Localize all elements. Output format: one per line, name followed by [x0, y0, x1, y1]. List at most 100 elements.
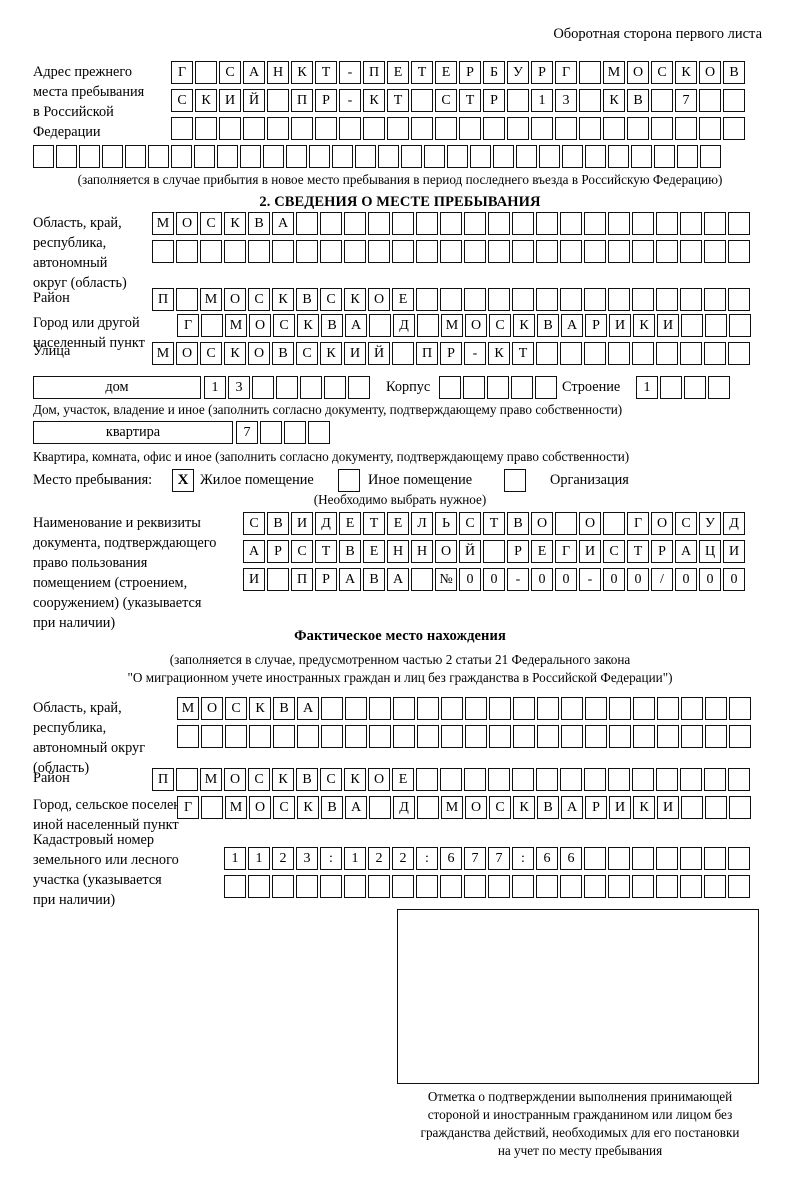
char-cell[interactable]: Н [387, 540, 409, 563]
char-cell[interactable] [680, 240, 702, 263]
char-cell[interactable] [561, 697, 583, 720]
char-cell[interactable]: В [296, 768, 318, 791]
char-cell[interactable] [632, 288, 654, 311]
char-cell[interactable] [632, 768, 654, 791]
char-cell[interactable]: О [368, 288, 390, 311]
char-cell[interactable] [608, 847, 630, 870]
char-cell[interactable] [728, 847, 750, 870]
char-cell[interactable]: С [320, 288, 342, 311]
char-cell[interactable]: 3 [555, 89, 577, 112]
char-cell[interactable]: О [176, 342, 198, 365]
char-cell[interactable]: С [651, 61, 673, 84]
char-cell[interactable]: С [291, 540, 313, 563]
char-cell[interactable]: Р [267, 540, 289, 563]
char-cell[interactable]: 6 [536, 847, 558, 870]
char-cell[interactable] [656, 768, 678, 791]
char-cell[interactable] [267, 568, 289, 591]
char-cell[interactable]: П [291, 89, 313, 112]
char-cell[interactable]: Р [651, 540, 673, 563]
char-cell[interactable]: Л [411, 512, 433, 535]
char-cell[interactable]: 0 [531, 568, 553, 591]
char-cell[interactable] [627, 117, 649, 140]
char-cell[interactable]: М [177, 697, 199, 720]
char-cell[interactable] [176, 240, 198, 263]
char-cell[interactable] [729, 697, 751, 720]
char-cell[interactable]: Р [440, 342, 462, 365]
char-cell[interactable]: К [488, 342, 510, 365]
char-cell[interactable] [417, 314, 439, 337]
char-cell[interactable] [633, 725, 655, 748]
char-cell[interactable] [416, 875, 438, 898]
char-cell[interactable] [176, 768, 198, 791]
char-cell[interactable] [321, 725, 343, 748]
char-cell[interactable]: Е [387, 61, 409, 84]
char-cell[interactable] [560, 875, 582, 898]
char-cell[interactable]: С [459, 512, 481, 535]
char-cell[interactable]: И [657, 796, 679, 819]
char-cell[interactable] [512, 768, 534, 791]
char-cell[interactable]: Й [243, 89, 265, 112]
char-cell[interactable] [660, 376, 682, 399]
char-cell[interactable] [680, 875, 702, 898]
char-cell[interactable]: Г [555, 61, 577, 84]
char-cell[interactable] [249, 725, 271, 748]
char-cell[interactable]: 1 [204, 376, 226, 399]
char-cell[interactable] [79, 145, 100, 168]
char-cell[interactable]: Т [363, 512, 385, 535]
char-cell[interactable]: В [537, 796, 559, 819]
char-cell[interactable] [440, 768, 462, 791]
char-cell[interactable]: К [297, 796, 319, 819]
char-cell[interactable] [632, 212, 654, 235]
char-cell[interactable]: Б [483, 61, 505, 84]
char-cell[interactable]: С [489, 314, 511, 337]
char-cell[interactable] [441, 725, 463, 748]
char-cell[interactable] [562, 145, 583, 168]
char-cell[interactable] [267, 117, 289, 140]
char-cell[interactable] [489, 725, 511, 748]
char-cell[interactable]: Е [339, 512, 361, 535]
char-cell[interactable]: К [297, 314, 319, 337]
char-cell[interactable] [252, 376, 274, 399]
char-cell[interactable] [608, 240, 630, 263]
char-cell[interactable]: О [224, 768, 246, 791]
char-cell[interactable] [345, 725, 367, 748]
char-cell[interactable]: А [345, 796, 367, 819]
char-cell[interactable] [171, 145, 192, 168]
char-cell[interactable]: С [200, 212, 222, 235]
char-cell[interactable] [416, 768, 438, 791]
char-cell[interactable] [531, 117, 553, 140]
char-cell[interactable]: Р [483, 89, 505, 112]
char-cell[interactable]: Р [459, 61, 481, 84]
stay-type-option-residential[interactable]: Жилое помещение [200, 472, 314, 488]
char-cell[interactable] [704, 847, 726, 870]
char-cell[interactable] [699, 117, 721, 140]
stay-type-option-organization[interactable]: Организация [550, 472, 629, 488]
char-cell[interactable] [539, 145, 560, 168]
char-cell[interactable]: О [368, 768, 390, 791]
char-cell[interactable]: Р [315, 89, 337, 112]
char-cell[interactable] [511, 376, 533, 399]
char-cell[interactable]: Е [387, 512, 409, 535]
char-cell[interactable] [392, 212, 414, 235]
char-cell[interactable] [355, 145, 376, 168]
char-cell[interactable] [33, 145, 54, 168]
char-cell[interactable] [483, 117, 505, 140]
char-cell[interactable]: Е [392, 288, 414, 311]
char-cell[interactable] [200, 240, 222, 263]
char-cell[interactable] [536, 342, 558, 365]
char-cell[interactable] [284, 421, 306, 444]
char-cell[interactable]: А [561, 796, 583, 819]
char-cell[interactable] [656, 240, 678, 263]
stamp-box[interactable] [397, 909, 759, 1084]
char-cell[interactable]: В [363, 568, 385, 591]
char-cell[interactable] [411, 89, 433, 112]
char-cell[interactable]: С [273, 796, 295, 819]
char-cell[interactable] [201, 314, 223, 337]
char-cell[interactable] [536, 768, 558, 791]
char-cell[interactable] [417, 697, 439, 720]
char-cell[interactable] [296, 240, 318, 263]
char-cell[interactable]: О [435, 540, 457, 563]
char-cell[interactable]: О [579, 512, 601, 535]
char-cell[interactable]: П [416, 342, 438, 365]
